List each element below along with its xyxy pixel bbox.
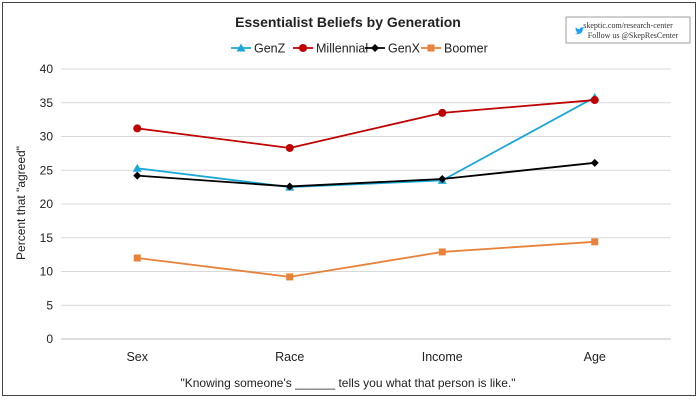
line-chart: 0 5 10 15 20 25 30 35 40 Sex Race Income Age Essent… [14,14,691,390]
y-tick-label: 10 [40,265,54,279]
y-tick-label: 35 [40,96,54,110]
data-point [133,254,141,262]
twitter-bird-icon [573,27,584,35]
legend-marker [427,44,435,52]
series-line [137,96,596,189]
series-line [137,99,595,149]
source-badge[interactable]: skeptic.com/research-center Follow us @S… [565,16,691,44]
y-tick-label: 25 [40,163,54,177]
x-category-label: Race [275,350,304,364]
x-category-label: Income [422,350,463,364]
y-tick-label: 5 [46,298,53,312]
legend-label: GenZ [254,42,286,56]
legend-marker [236,43,246,52]
badge-box [565,16,691,44]
data-point [591,238,599,246]
x-category-label: Sex [126,350,148,364]
x-category-label: Age [584,350,606,364]
chart-title: Essentialist Beliefs by Generation [235,14,461,30]
data-point [285,143,294,152]
data-point [438,108,447,117]
legend-item-genx: GenX [365,42,421,56]
badge-url[interactable]: skeptic.com/research-center [583,21,673,30]
legend-label: Boomer [444,42,488,56]
series-genz [132,92,600,191]
y-tick-label: 20 [40,197,54,211]
series-line [137,240,595,278]
data-point [286,273,294,281]
series-genx [133,158,599,191]
data-point [438,248,446,256]
series-line [137,161,595,188]
legend-label: GenX [388,42,421,56]
legend-label: Millennial [316,42,368,56]
y-tick-label: 15 [40,231,54,245]
y-axis-label: Percent that "agreed" [14,146,28,260]
data-point [285,182,294,191]
y-tick-label: 0 [46,332,53,346]
series-boomer [133,238,599,281]
legend-item-millennial: Millennial [293,42,368,56]
legend: GenZ Millennial GenX Boomer [231,42,488,56]
legend-item-boomer: Boomer [421,42,488,56]
badge-twitter[interactable]: Follow us @SkepResCenter [588,31,679,40]
data-point [133,124,142,133]
chart-caption: "Knowing someone's ______ tells you what… [180,376,515,390]
legend-marker [371,44,379,52]
y-tick-label: 40 [40,62,54,76]
chart-frame: 0 5 10 15 20 25 30 35 40 Sex Race Income Age Essent… [2,2,696,396]
data-point [438,175,447,184]
data-point [590,96,599,105]
y-axis-ticks: 0 5 10 15 20 25 30 35 40 [40,62,54,346]
grid-lines [61,68,671,340]
x-axis-categories: Sex Race Income Age [126,350,605,364]
legend-marker [299,44,307,52]
data-point [590,158,599,167]
series-millennial [133,96,599,152]
series-group [132,92,600,281]
data-point [132,163,142,172]
y-tick-label: 30 [40,130,54,144]
data-point [133,171,142,180]
legend-item-genz: GenZ [231,42,286,56]
